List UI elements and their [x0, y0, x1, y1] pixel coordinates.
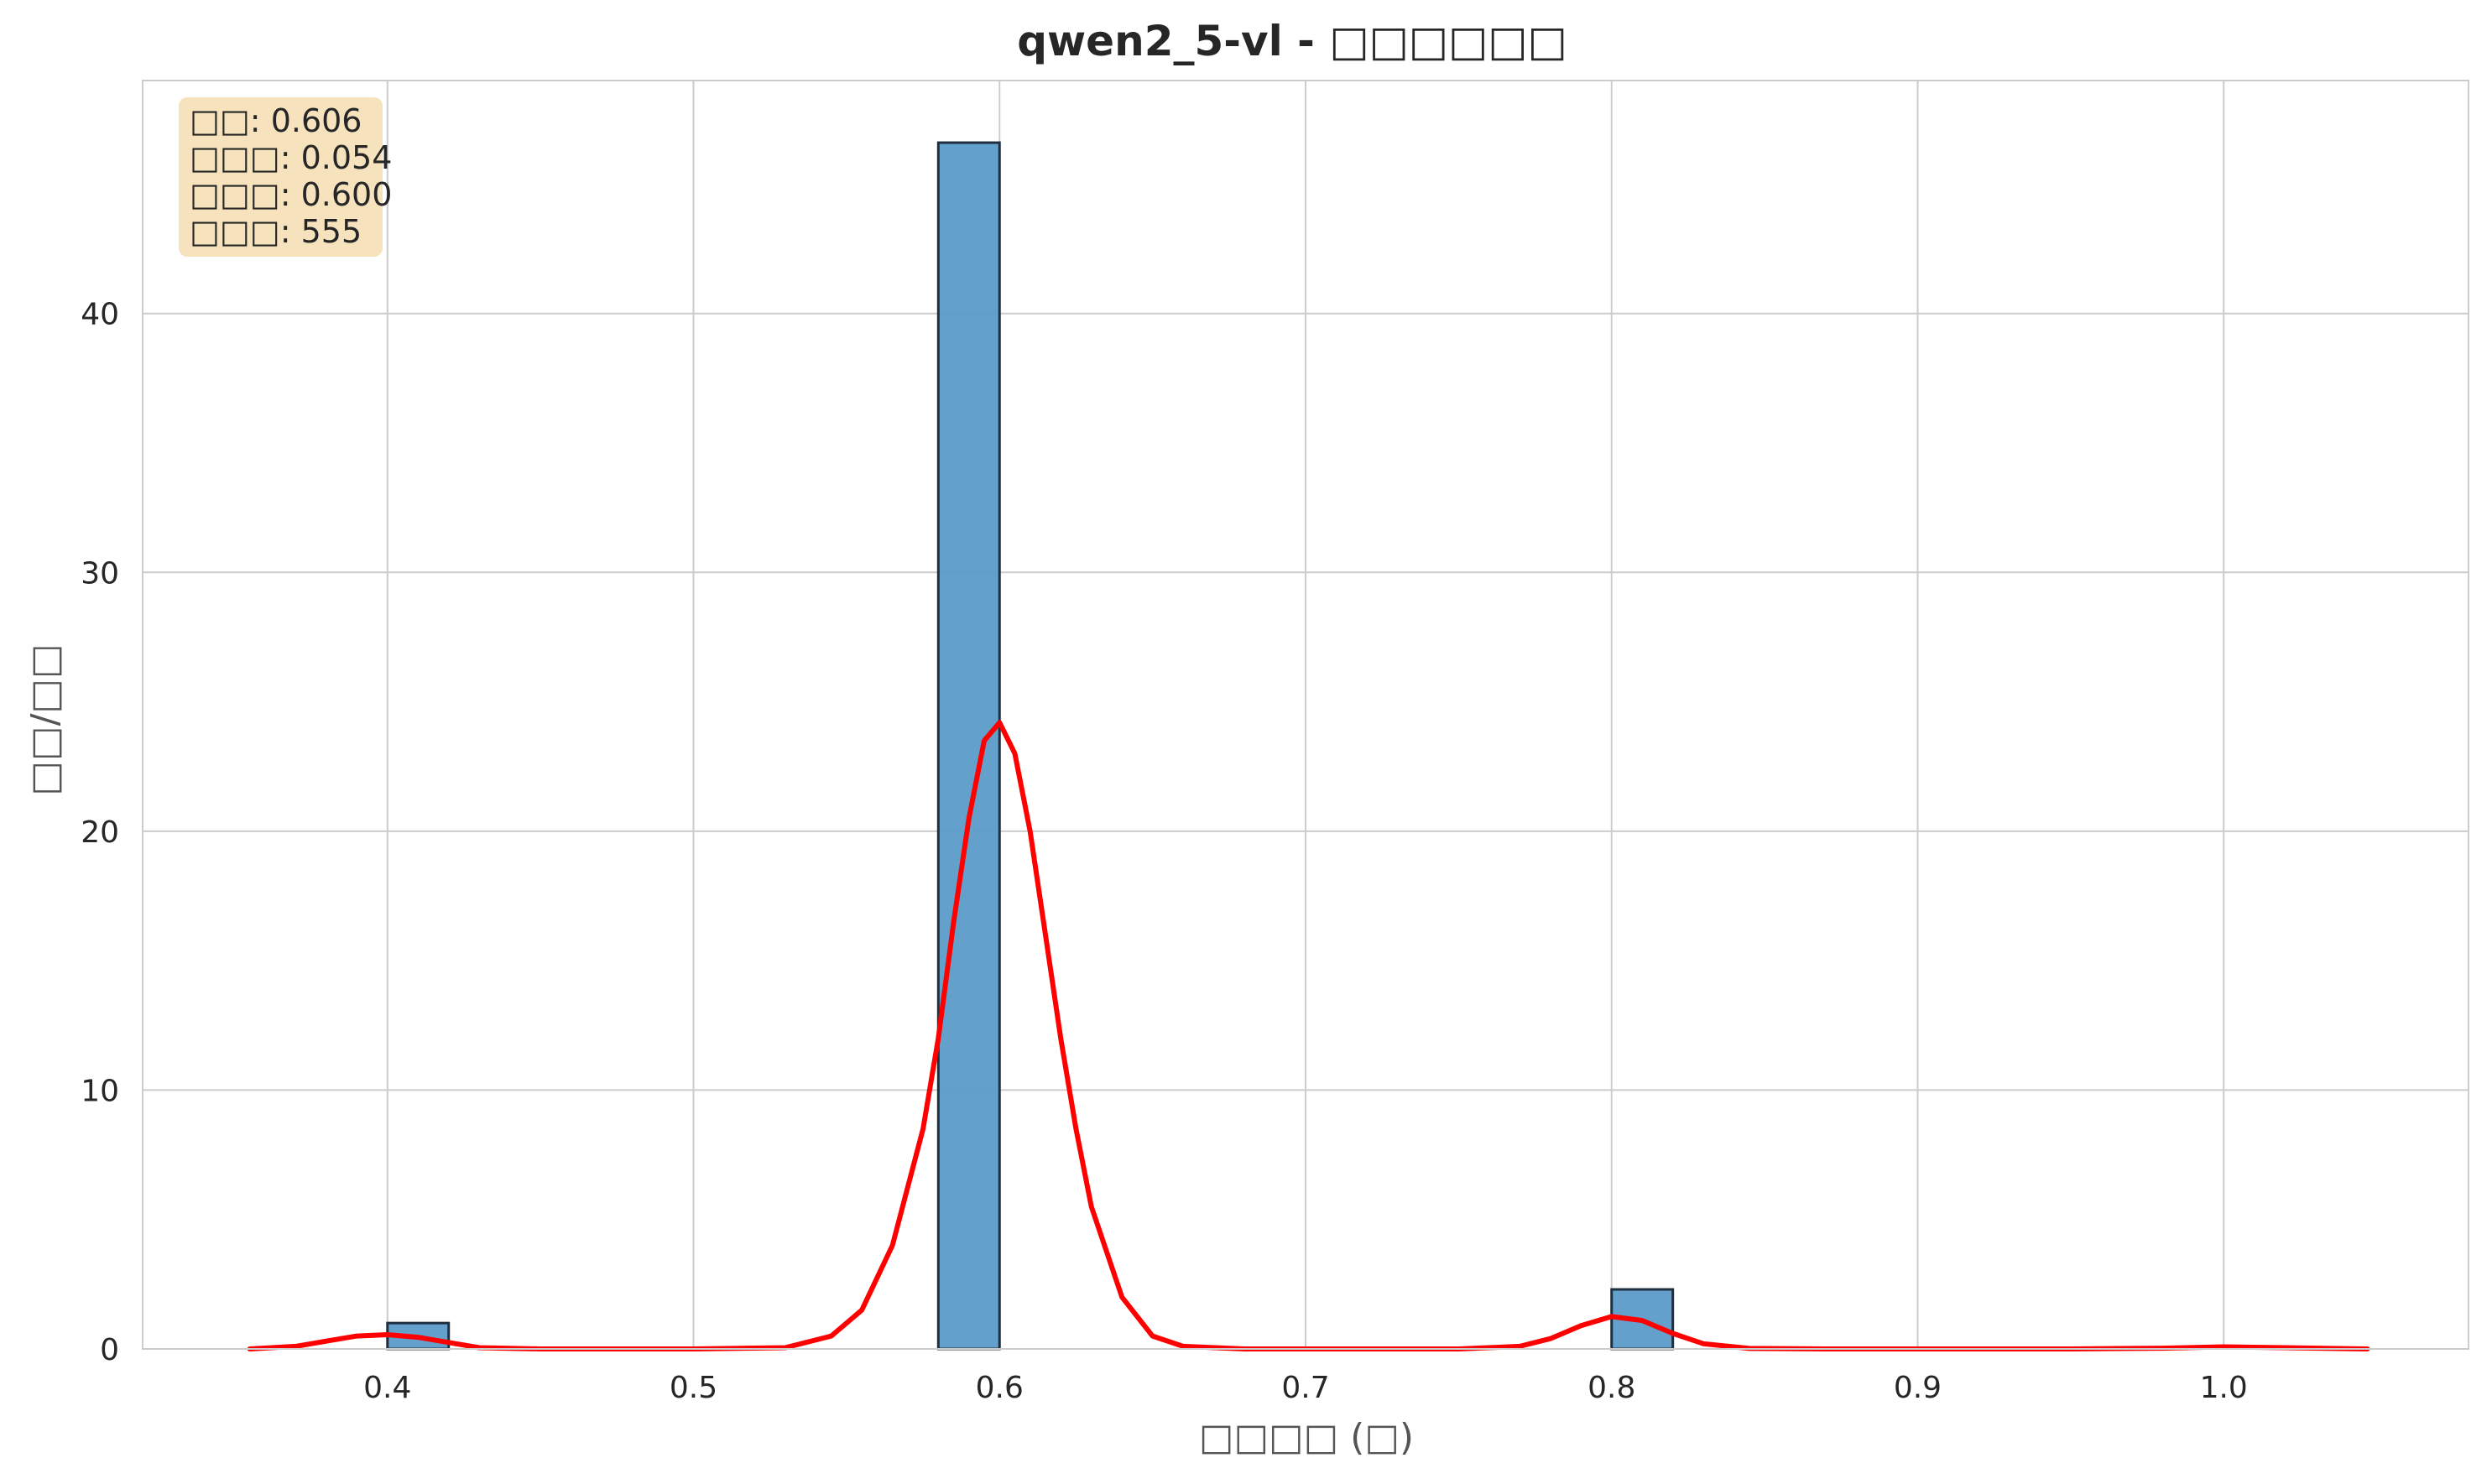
stats-line-1: □□□: 0.054: [190, 139, 392, 176]
x-tick-label-0: 0.4: [363, 1371, 411, 1405]
stats-line-0: □□: 0.606: [190, 102, 362, 139]
stats-line-2: □□□: 0.600: [190, 176, 392, 213]
grid-lines: [143, 81, 2469, 1349]
x-tick-label-2: 0.6: [976, 1371, 1024, 1405]
y-axis-ticks: 0 10 20 30 40: [81, 298, 119, 1367]
plot-frame: [142, 80, 2469, 1350]
x-tick-label-3: 0.7: [1281, 1371, 1329, 1405]
chart-title: qwen2_5-vl - □□□□□□: [1017, 17, 1567, 65]
y-axis-label: □□/□□: [23, 643, 66, 795]
histogram-bar-1: [936, 141, 1001, 1351]
y-tick-label-3: 30: [81, 556, 119, 591]
x-axis-ticks: 0.4 0.5 0.6 0.7 0.8 0.9 1.0: [363, 1371, 2248, 1405]
stats-line-3: □□□: 555: [190, 213, 362, 250]
y-tick-label-1: 10: [81, 1074, 119, 1108]
y-tick-label-4: 40: [81, 298, 119, 332]
kde-curve: [247, 720, 2370, 1351]
x-tick-label-5: 0.9: [1894, 1371, 1942, 1405]
stats-box: □□: 0.606□□□: 0.054□□□: 0.600□□□: 555: [179, 97, 392, 257]
x-tick-label-6: 1.0: [2200, 1371, 2248, 1405]
y-tick-label-2: 20: [81, 815, 119, 850]
x-tick-label-1: 0.5: [670, 1371, 717, 1405]
x-tick-label-4: 0.8: [1587, 1371, 1635, 1405]
y-tick-label-0: 0: [100, 1333, 119, 1367]
kde-curve-group: [247, 720, 2370, 1351]
x-axis-label: □□□□ (□): [1199, 1416, 1414, 1459]
stats-box-background: [179, 97, 383, 257]
histogram-bars: [386, 141, 1675, 1351]
